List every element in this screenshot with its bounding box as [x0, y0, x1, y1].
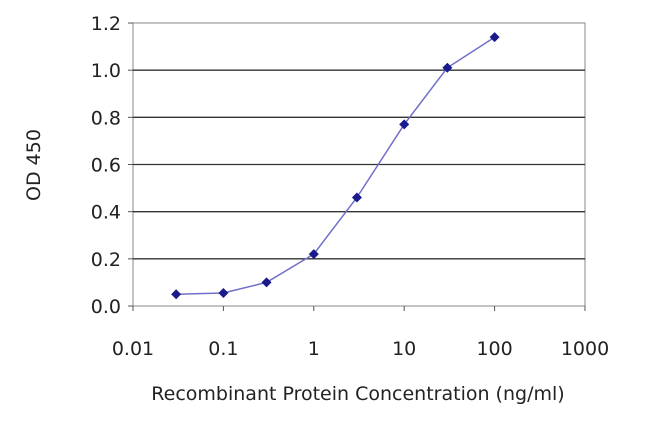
y-tick-label: 0.2	[91, 249, 121, 271]
gridlines	[133, 69, 585, 260]
data-point	[442, 62, 453, 73]
y-tick-label: 0.6	[91, 155, 121, 177]
data-point	[351, 192, 362, 203]
data-point	[399, 119, 410, 130]
data-point	[489, 32, 500, 43]
data-point	[308, 249, 319, 260]
x-tick-label: 0.01	[112, 338, 154, 360]
y-tick-label: 0.4	[91, 202, 121, 224]
y-tick-label: 0.8	[91, 107, 121, 129]
x-tick-label: 10	[392, 338, 416, 360]
x-tick-label: 1000	[561, 338, 609, 360]
x-tick-label: 1	[308, 338, 320, 360]
y-tick-label: 1.2	[91, 13, 121, 35]
data-point	[171, 289, 182, 300]
x-tick-label: 100	[476, 338, 512, 360]
x-axis-ticks: 0.01 0.1 1 10 100 1000	[112, 306, 609, 360]
series-line	[176, 36, 496, 295]
y-axis-title: OD 450	[23, 129, 45, 201]
y-axis-ticks: 0.0 0.2 0.4 0.6 0.8 1.0 1.2	[91, 13, 133, 318]
data-point	[218, 288, 229, 299]
y-tick-label: 0.0	[91, 296, 121, 318]
x-tick-label: 0.1	[208, 338, 238, 360]
x-axis-title: Recombinant Protein Concentration (ng/ml…	[151, 383, 564, 405]
data-points	[171, 32, 500, 300]
data-point	[261, 277, 272, 288]
y-tick-label: 1.0	[91, 60, 121, 82]
